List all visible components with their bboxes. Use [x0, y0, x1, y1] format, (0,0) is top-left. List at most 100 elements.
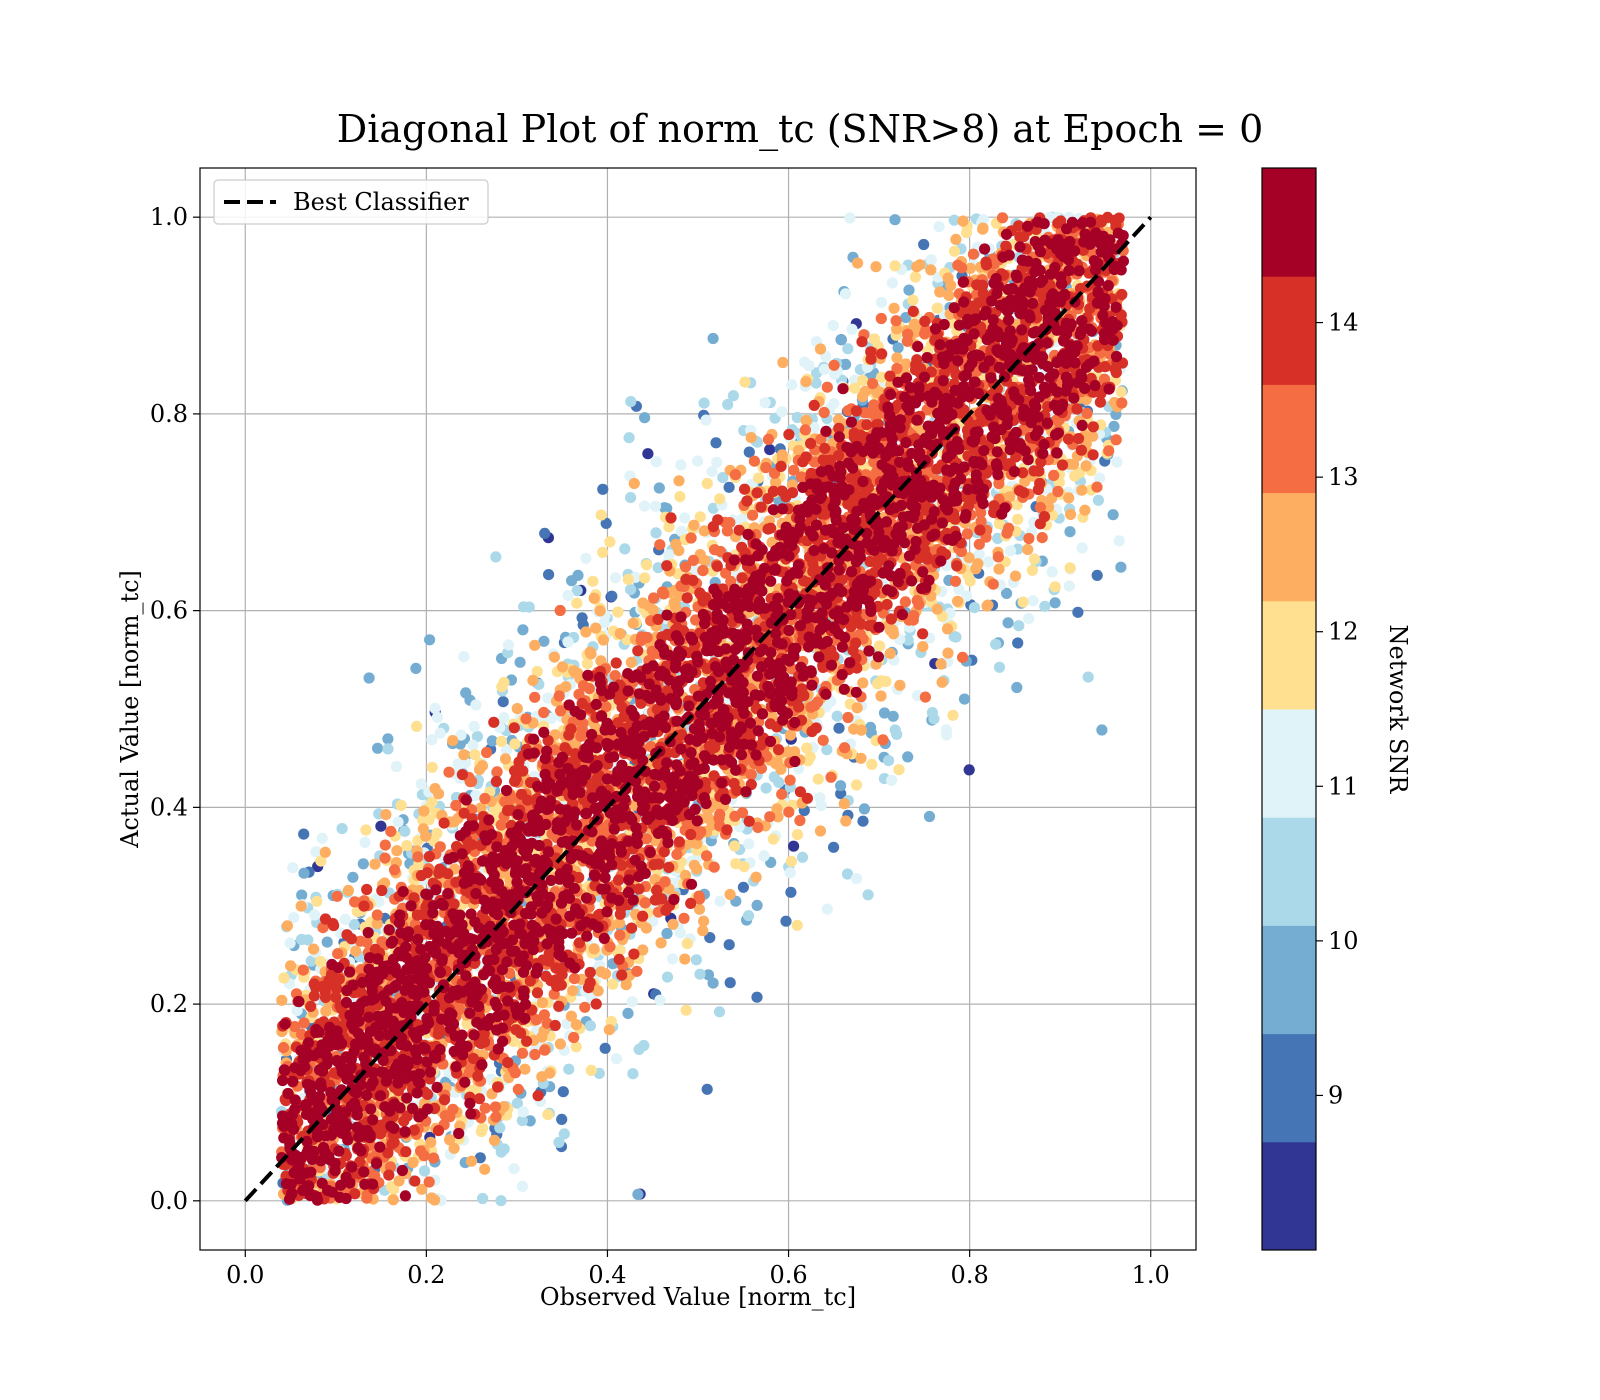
scatter-point	[699, 555, 711, 567]
scatter-point	[858, 803, 871, 815]
scatter-point	[967, 248, 980, 260]
scatter-point	[627, 1068, 639, 1080]
scatter-point	[650, 456, 662, 468]
scatter-point	[909, 271, 922, 283]
scatter-point	[776, 449, 788, 461]
scatter-point	[359, 836, 371, 849]
scatter-point	[584, 1020, 597, 1032]
scatter-point	[1013, 620, 1025, 632]
scatter-point	[839, 288, 852, 300]
scatter-point	[883, 755, 895, 767]
scatter-point	[542, 692, 554, 704]
scatter-point	[908, 610, 920, 622]
scatter-point	[878, 707, 891, 719]
scatter-point	[281, 920, 293, 932]
scatter-point	[544, 1067, 556, 1079]
scatter-point	[508, 1163, 520, 1175]
scatter-point	[794, 814, 806, 827]
scatter-point	[426, 734, 438, 746]
scatter-point	[785, 886, 797, 898]
scatter-point	[654, 994, 666, 1006]
scatter-point	[828, 841, 840, 853]
scatter-point	[424, 634, 436, 646]
scatter-point	[580, 552, 592, 564]
scatter-point	[1115, 561, 1127, 573]
scatter-point	[305, 955, 317, 967]
scatter-point	[799, 424, 812, 436]
scatter-point	[336, 823, 348, 835]
scatter-point	[331, 890, 343, 902]
scatter-point	[948, 245, 961, 257]
scatter-point	[420, 830, 432, 842]
scatter-point	[842, 343, 854, 355]
scatter-point	[957, 651, 969, 664]
scatter-point	[855, 752, 867, 764]
scatter-point	[857, 815, 869, 827]
scatter-point	[950, 233, 962, 245]
scatter-point	[600, 517, 612, 530]
scatter-point	[500, 744, 513, 757]
scatter-point	[710, 437, 722, 449]
scatter-point	[1023, 613, 1035, 625]
scatter-point	[748, 455, 761, 467]
scatter-point	[587, 575, 599, 587]
scatter-point	[887, 710, 899, 722]
scatter-point	[850, 779, 863, 791]
scatter-point	[739, 376, 751, 388]
scatter-point	[839, 742, 851, 754]
scatter-point	[598, 617, 610, 629]
scatter-point	[562, 636, 574, 648]
scatter-point	[571, 585, 583, 597]
scatter-point	[379, 839, 391, 851]
scatter-point	[494, 1122, 506, 1134]
scatter-point	[942, 272, 954, 284]
scatter-point	[471, 730, 483, 743]
scatter-point	[467, 739, 479, 751]
scatter-point	[855, 724, 868, 736]
scatter-point	[889, 260, 901, 272]
scatter-point	[391, 845, 403, 857]
scatter-point	[661, 971, 674, 983]
scatter-point	[415, 778, 427, 790]
scatter-point	[751, 991, 763, 1003]
scatter-point	[363, 672, 375, 684]
scatter-point	[992, 551, 1004, 563]
scatter-point	[709, 544, 721, 556]
scatter-point	[685, 532, 697, 544]
scatter-point	[902, 634, 914, 646]
scatter-point	[588, 943, 600, 955]
scatter-point	[599, 1042, 611, 1054]
scatter-point	[835, 780, 847, 792]
scatter-point	[1080, 460, 1092, 472]
scatter-point	[679, 953, 691, 965]
scatter-point	[990, 638, 1002, 650]
scatter-point	[857, 677, 869, 689]
scatter-point	[900, 312, 912, 324]
scatter-point	[993, 563, 1005, 575]
scatter-point	[711, 456, 723, 468]
scatter-point	[639, 412, 651, 424]
scatter-point	[1116, 397, 1128, 409]
scatter-points	[275, 211, 1129, 1207]
scatter-point	[566, 575, 578, 587]
scatter-point	[957, 215, 969, 227]
scatter-point	[987, 578, 999, 590]
scatter-point	[350, 945, 362, 957]
scatter-point	[996, 212, 1009, 224]
scatter-point	[1103, 445, 1115, 457]
scatter-point	[1026, 564, 1038, 576]
scatter-point	[698, 915, 710, 927]
scatter-point	[623, 432, 635, 444]
scatter-point	[375, 820, 387, 832]
scatter-point	[1110, 434, 1122, 446]
scatter-point	[722, 398, 734, 411]
scatter-point	[923, 810, 936, 823]
scatter-point	[444, 1111, 456, 1123]
scatter-point	[278, 972, 290, 984]
scatter-point	[295, 900, 307, 912]
scatter-point	[461, 1018, 473, 1030]
scatter-point	[841, 868, 854, 880]
scatter-point	[516, 1180, 529, 1192]
scatter-point	[814, 343, 827, 355]
scatter-point	[889, 724, 901, 736]
